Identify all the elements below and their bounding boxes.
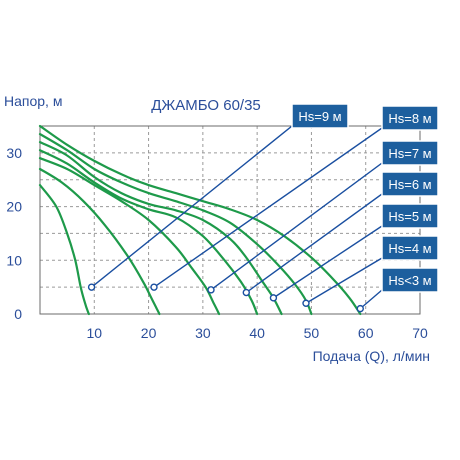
y-tick-label: 10 [6,252,22,268]
chart-title: ДЖАМБО 60/35 [151,97,261,114]
leader-line [245,193,383,294]
series-line [38,124,362,316]
series-label-box [381,140,439,166]
series-label: Hs=8 м [388,111,431,126]
x-tick-label: 20 [141,325,157,341]
series-label: Hs=7 м [388,146,431,161]
leader-line [210,162,383,291]
series-label: Hs<3 м [388,273,431,288]
curves [38,124,362,316]
plot-frame [39,125,421,315]
y-tick-label: 0 [14,306,22,322]
series-label-box [291,103,349,129]
grid [40,126,420,314]
series-label: Hs=6 м [388,177,431,192]
series-line [38,167,161,316]
leader-marker [302,299,310,307]
x-axis-label: Подача (Q), л/мин [313,348,430,364]
leader-marker [207,286,215,294]
annotation-leaders [87,125,383,313]
x-tick-label: 60 [358,325,374,341]
series-line [38,133,313,316]
y-axis-label: Напор, м [4,93,62,109]
series-label: Hs=4 м [388,241,431,256]
leader-line [153,127,383,288]
x-tick-label: 50 [304,325,320,341]
series-label-box [381,235,439,261]
leader-line [273,225,383,299]
x-tick-label: 10 [86,325,102,341]
series-line [38,184,90,316]
leader-marker [356,304,364,313]
series-line [38,149,259,316]
series-label: Hs=5 м [388,209,431,224]
leader-line [305,257,383,304]
series-labels: Hs=9 м Hs=8 м Hs=7 м Hs=6 м Hs=5 м Hs=4 м Hs<3… [291,103,439,293]
leader-marker [87,283,96,291]
leader-marker [150,283,158,291]
series-label-box [381,267,439,293]
y-tick-label: 20 [6,199,22,215]
leader-line [91,125,293,288]
series-line [38,141,283,316]
leader-marker [269,294,278,302]
series-label-box [381,105,439,131]
x-tick-label: 30 [195,325,211,341]
series-label-box [381,171,439,197]
series-line [38,157,221,316]
series-label-box [381,203,439,229]
leader-line [359,289,383,310]
series-label: Hs=9 м [298,109,341,124]
leader-marker [242,288,250,297]
x-tick-label: 40 [249,325,265,341]
y-tick-label: 30 [6,145,22,161]
x-tick-label: 70 [412,325,428,341]
